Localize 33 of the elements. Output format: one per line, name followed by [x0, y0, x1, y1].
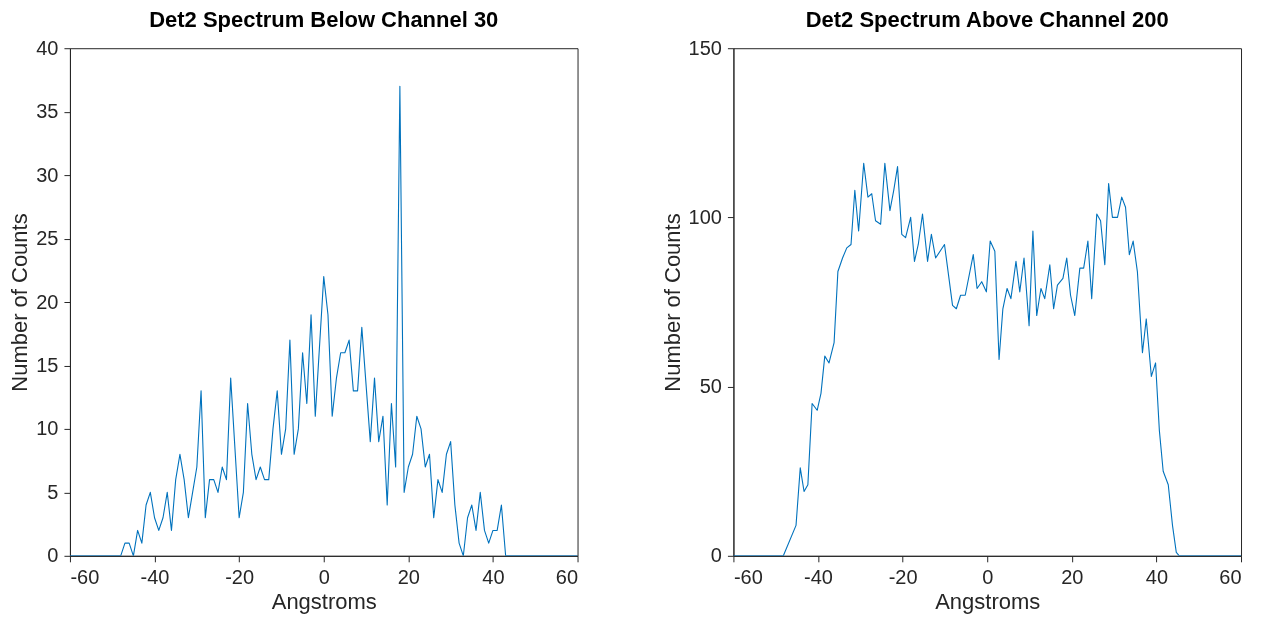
- y-tick-label: 50: [699, 375, 722, 398]
- chart-title: Det2 Spectrum Above Channel 200: [805, 7, 1169, 33]
- y-axis-title: Number of Counts: [659, 213, 685, 392]
- y-tick-label: 10: [36, 417, 59, 440]
- x-tick-label: -20: [225, 566, 255, 589]
- x-axis-title: Angstroms: [271, 589, 377, 615]
- x-tick-label: -40: [804, 566, 833, 589]
- x-tick-label: 0: [982, 566, 994, 589]
- y-tick-label: 25: [36, 227, 59, 250]
- y-tick-label: 35: [36, 100, 59, 123]
- x-tick-label: 60: [1219, 566, 1242, 589]
- y-tick-label: 150: [688, 36, 722, 59]
- y-tick-label: 0: [47, 544, 59, 567]
- x-tick-label: 20: [1061, 566, 1084, 589]
- x-tick-label: -40: [140, 566, 170, 589]
- y-axis-title: Number of Counts: [7, 213, 33, 392]
- y-tick-label: 30: [36, 163, 59, 186]
- x-tick-label: -60: [70, 566, 100, 589]
- x-tick-label: -20: [888, 566, 918, 589]
- y-tick-label: 5: [47, 480, 59, 503]
- x-axis-title: Angstroms: [935, 589, 1041, 615]
- y-tick-label: 40: [36, 36, 59, 59]
- y-tick-label: 100: [688, 205, 722, 228]
- y-tick-label: 0: [710, 544, 722, 567]
- y-tick-label: 20: [36, 290, 59, 313]
- x-tick-label: 0: [318, 566, 330, 589]
- x-tick-label: 40: [482, 566, 505, 589]
- x-tick-label: 60: [555, 566, 579, 589]
- x-tick-label: -60: [733, 566, 763, 589]
- x-tick-label: 20: [397, 566, 420, 589]
- chart-title: Det2 Spectrum Below Channel 30: [149, 7, 499, 33]
- x-tick-label: 40: [1145, 566, 1169, 589]
- y-tick-label: 15: [36, 353, 59, 376]
